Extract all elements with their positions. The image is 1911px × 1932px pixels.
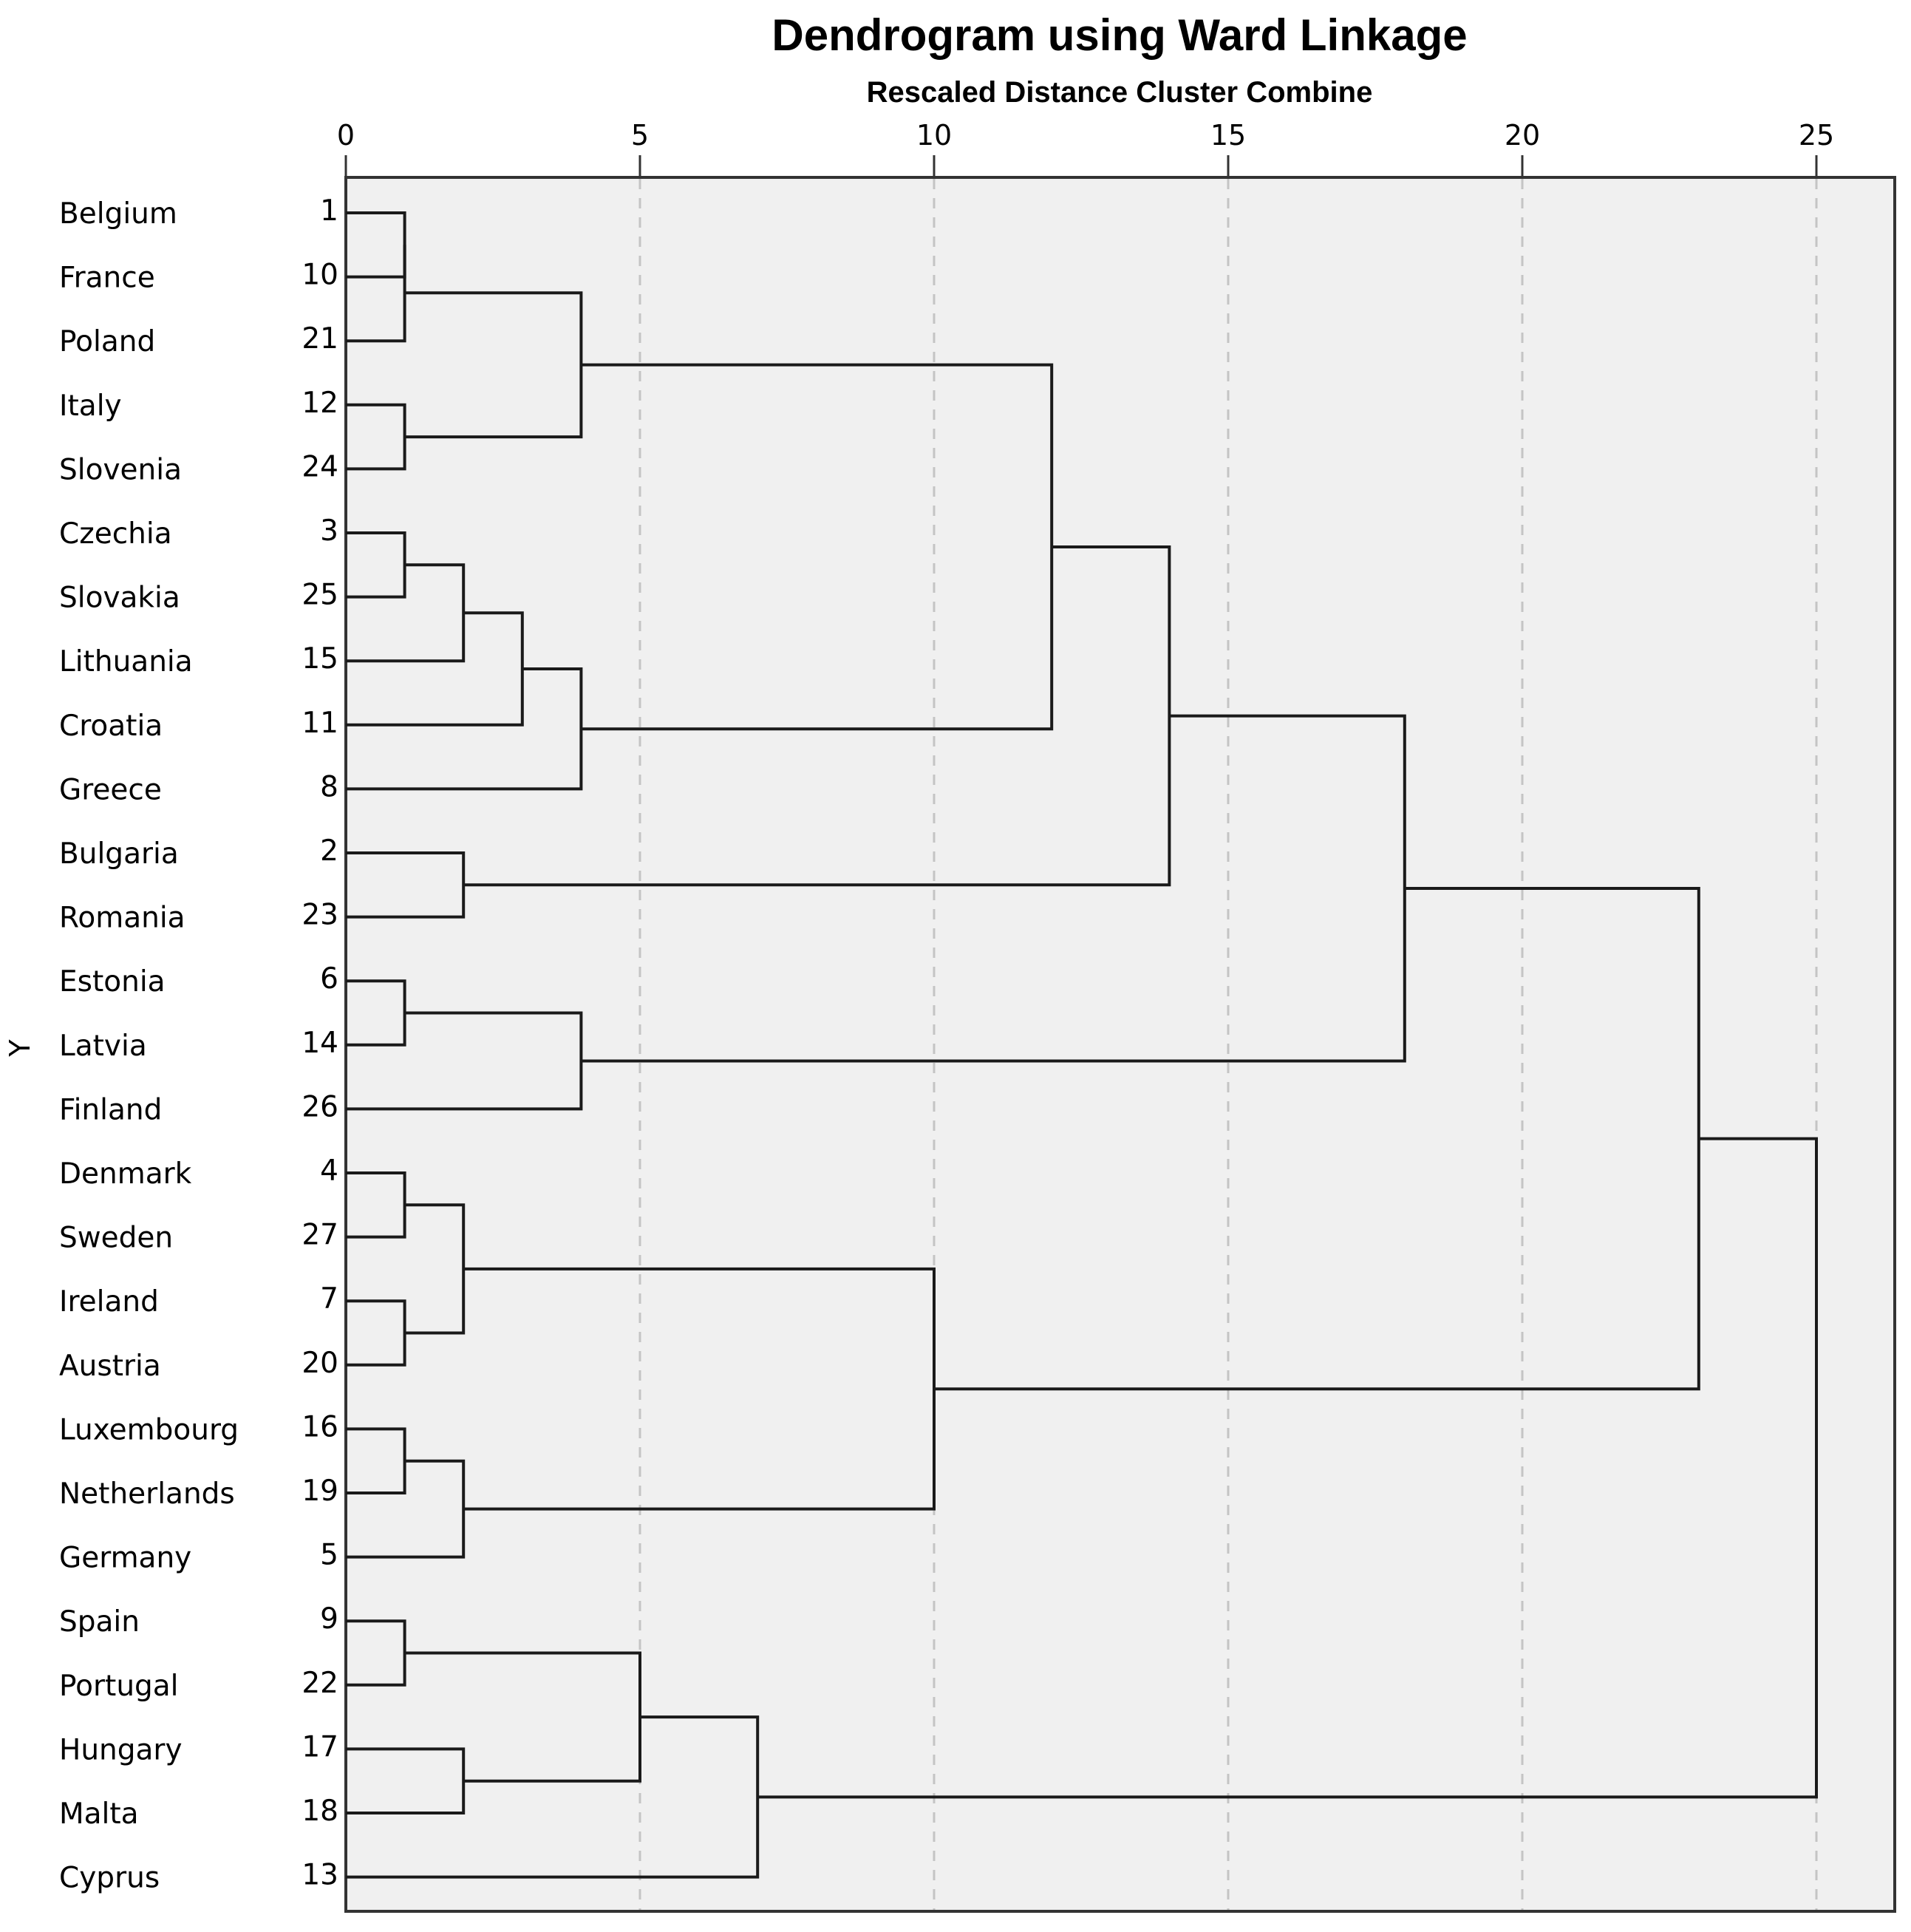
- leaf-case-number: 6: [320, 962, 338, 996]
- leaf-case-number: 15: [302, 642, 338, 676]
- leaf-case-number: 7: [320, 1282, 338, 1316]
- leaf-case-number: 19: [302, 1474, 338, 1508]
- leaf-label: Estonia: [59, 965, 166, 999]
- chart-title: Dendrogram using Ward Linkage: [771, 10, 1467, 60]
- leaf-label: Netherlands: [59, 1477, 235, 1511]
- leaf-label: Luxembourg: [59, 1413, 239, 1446]
- leaf-label: Slovenia: [59, 453, 182, 486]
- leaf-label: Sweden: [59, 1222, 173, 1255]
- leaf-label: Bulgaria: [59, 837, 179, 871]
- leaf-case-number: 3: [320, 514, 338, 548]
- leaf-case-number: 22: [302, 1667, 338, 1700]
- leaf-label: Croatia: [59, 710, 163, 743]
- leaf-label: Spain: [59, 1605, 140, 1639]
- dendrogram-links: [346, 211, 1818, 1879]
- x-tick-label: 10: [916, 119, 952, 152]
- x-tick-label: 25: [1799, 119, 1834, 152]
- leaf-case-number: 4: [320, 1154, 338, 1188]
- cluster-link: [757, 1137, 1818, 1799]
- leaf-label: Germany: [59, 1542, 191, 1575]
- x-tick-label: 0: [337, 119, 355, 152]
- leaf-label: Slovakia: [59, 582, 180, 615]
- leaf-case-number: 24: [302, 450, 338, 483]
- leaf-label: Czechia: [59, 517, 172, 551]
- leaf-label: Ireland: [59, 1285, 159, 1319]
- gridlines: [638, 179, 1818, 1910]
- leaf-case-number: 1: [320, 194, 338, 228]
- leaf-label: Denmark: [59, 1157, 192, 1191]
- x-tick-label: 15: [1210, 119, 1246, 152]
- x-tick-label: 20: [1505, 119, 1540, 152]
- leaf-label: Portugal: [59, 1670, 179, 1703]
- leaf-label: Finland: [59, 1093, 162, 1126]
- leaf-label: Malta: [59, 1797, 139, 1831]
- leaf-case-number: 18: [302, 1795, 338, 1828]
- leaf-case-number: 21: [302, 322, 338, 356]
- leaf-labels: Belgium 1 France 10 Poland 21 Italy 12 Slovenia 2…: [59, 194, 338, 1895]
- leaf-label: Poland: [59, 325, 155, 358]
- leaf-case-number: 20: [302, 1347, 338, 1380]
- leaf-case-number: 26: [302, 1090, 338, 1123]
- leaf-label: Greece: [59, 773, 162, 806]
- leaf-case-number: 11: [302, 707, 338, 740]
- leaf-case-number: 25: [302, 579, 338, 612]
- leaf-label: Hungary: [59, 1733, 183, 1766]
- leaf-label: Austria: [59, 1350, 161, 1383]
- leaf-label: Belgium: [59, 197, 177, 231]
- x-axis: 0 5 10 15 20 25: [337, 119, 1834, 177]
- leaf-case-number: 14: [302, 1027, 338, 1060]
- cluster-link: [346, 245, 406, 343]
- leaf-case-number: 9: [320, 1602, 338, 1636]
- leaf-label: Italy: [59, 390, 122, 423]
- leaf-case-number: 23: [302, 899, 338, 932]
- y-axis-label: Y: [4, 1039, 36, 1058]
- leaf-case-number: 27: [302, 1219, 338, 1252]
- x-tick-label: 5: [631, 119, 649, 152]
- leaf-case-number: 13: [302, 1859, 338, 1892]
- leaf-case-number: 8: [320, 770, 338, 803]
- leaf-case-number: 10: [302, 259, 338, 292]
- leaf-case-number: 16: [302, 1410, 338, 1443]
- leaf-case-number: 5: [320, 1539, 338, 1572]
- leaf-label: Latvia: [59, 1030, 147, 1063]
- leaf-label: Lithuania: [59, 645, 193, 678]
- leaf-case-number: 17: [302, 1730, 338, 1763]
- leaf-label: Romania: [59, 902, 185, 935]
- plot-area: [344, 176, 1896, 1913]
- leaf-case-number: 2: [320, 834, 338, 868]
- leaf-label: France: [59, 262, 155, 295]
- chart-subtitle: Rescaled Distance Cluster Combine: [867, 76, 1373, 109]
- leaf-label: Cyprus: [59, 1862, 160, 1895]
- leaf-case-number: 12: [302, 387, 338, 420]
